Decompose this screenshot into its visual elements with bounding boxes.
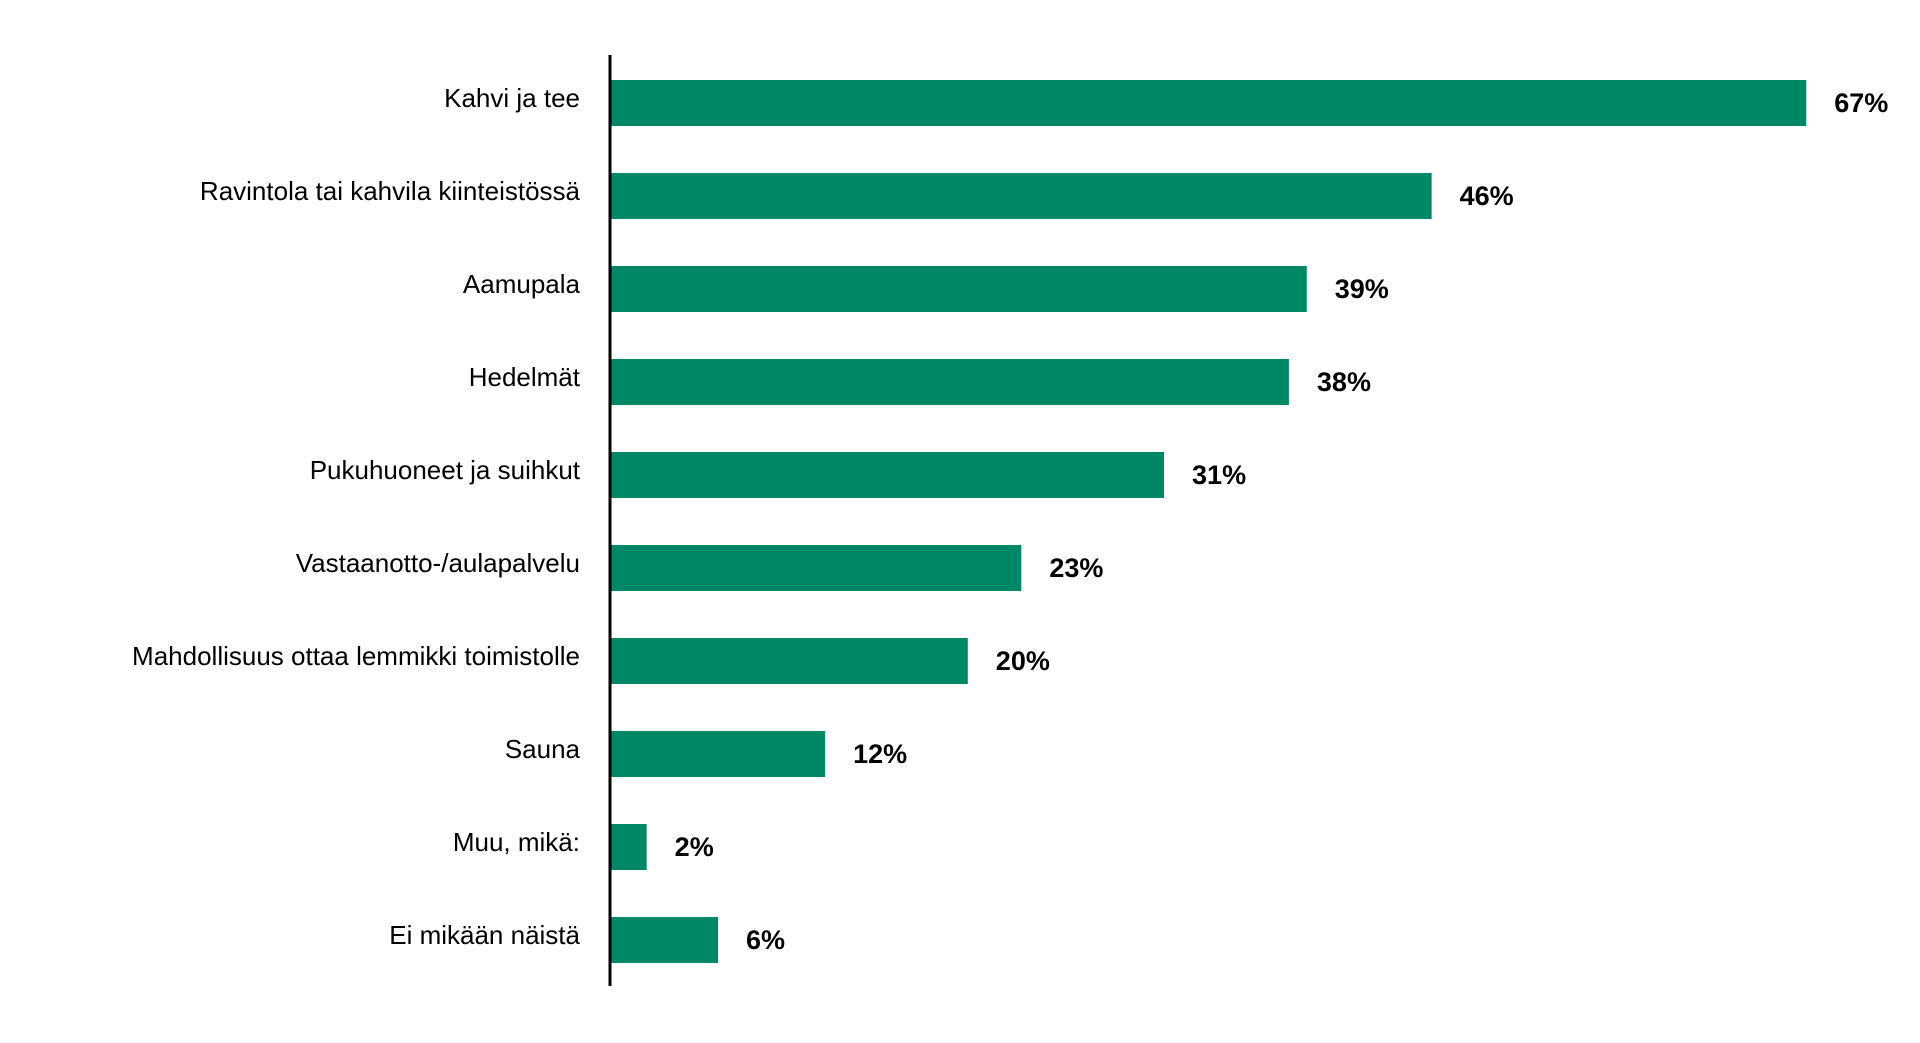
bar <box>611 917 719 963</box>
value-label: 46% <box>1460 181 1514 211</box>
category-label: Mahdollisuus ottaa lemmikki toimistolle <box>132 641 580 671</box>
value-label: 23% <box>1049 553 1103 583</box>
bar <box>611 638 968 684</box>
category-label: Pukuhuoneet ja suihkut <box>310 455 581 485</box>
bar <box>611 824 647 870</box>
value-label: 6% <box>746 925 785 955</box>
value-label: 2% <box>675 832 714 862</box>
bar <box>611 731 826 777</box>
value-label: 12% <box>853 739 907 769</box>
category-label: Sauna <box>505 734 581 764</box>
value-label: 38% <box>1317 367 1371 397</box>
value-label: 39% <box>1335 274 1389 304</box>
bar <box>611 359 1289 405</box>
value-label: 67% <box>1834 88 1888 118</box>
category-label: Ravintola tai kahvila kiinteistössä <box>200 176 581 206</box>
value-label: 20% <box>996 646 1050 676</box>
category-label: Vastaanotto-/aulapalvelu <box>296 548 580 578</box>
category-label: Kahvi ja tee <box>444 83 580 113</box>
category-label: Muu, mikä: <box>453 827 580 857</box>
category-label: Aamupala <box>463 269 581 299</box>
bar <box>611 80 1807 126</box>
bar <box>611 266 1307 312</box>
value-label: 31% <box>1192 460 1246 490</box>
bar <box>611 545 1022 591</box>
category-label: Hedelmät <box>469 362 581 392</box>
bar <box>611 452 1165 498</box>
bar <box>611 173 1432 219</box>
category-label: Ei mikään näistä <box>389 920 580 950</box>
